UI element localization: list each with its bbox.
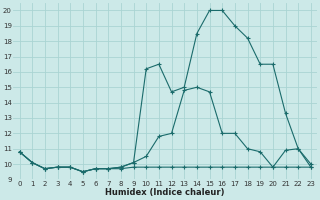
X-axis label: Humidex (Indice chaleur): Humidex (Indice chaleur) [106, 188, 225, 197]
